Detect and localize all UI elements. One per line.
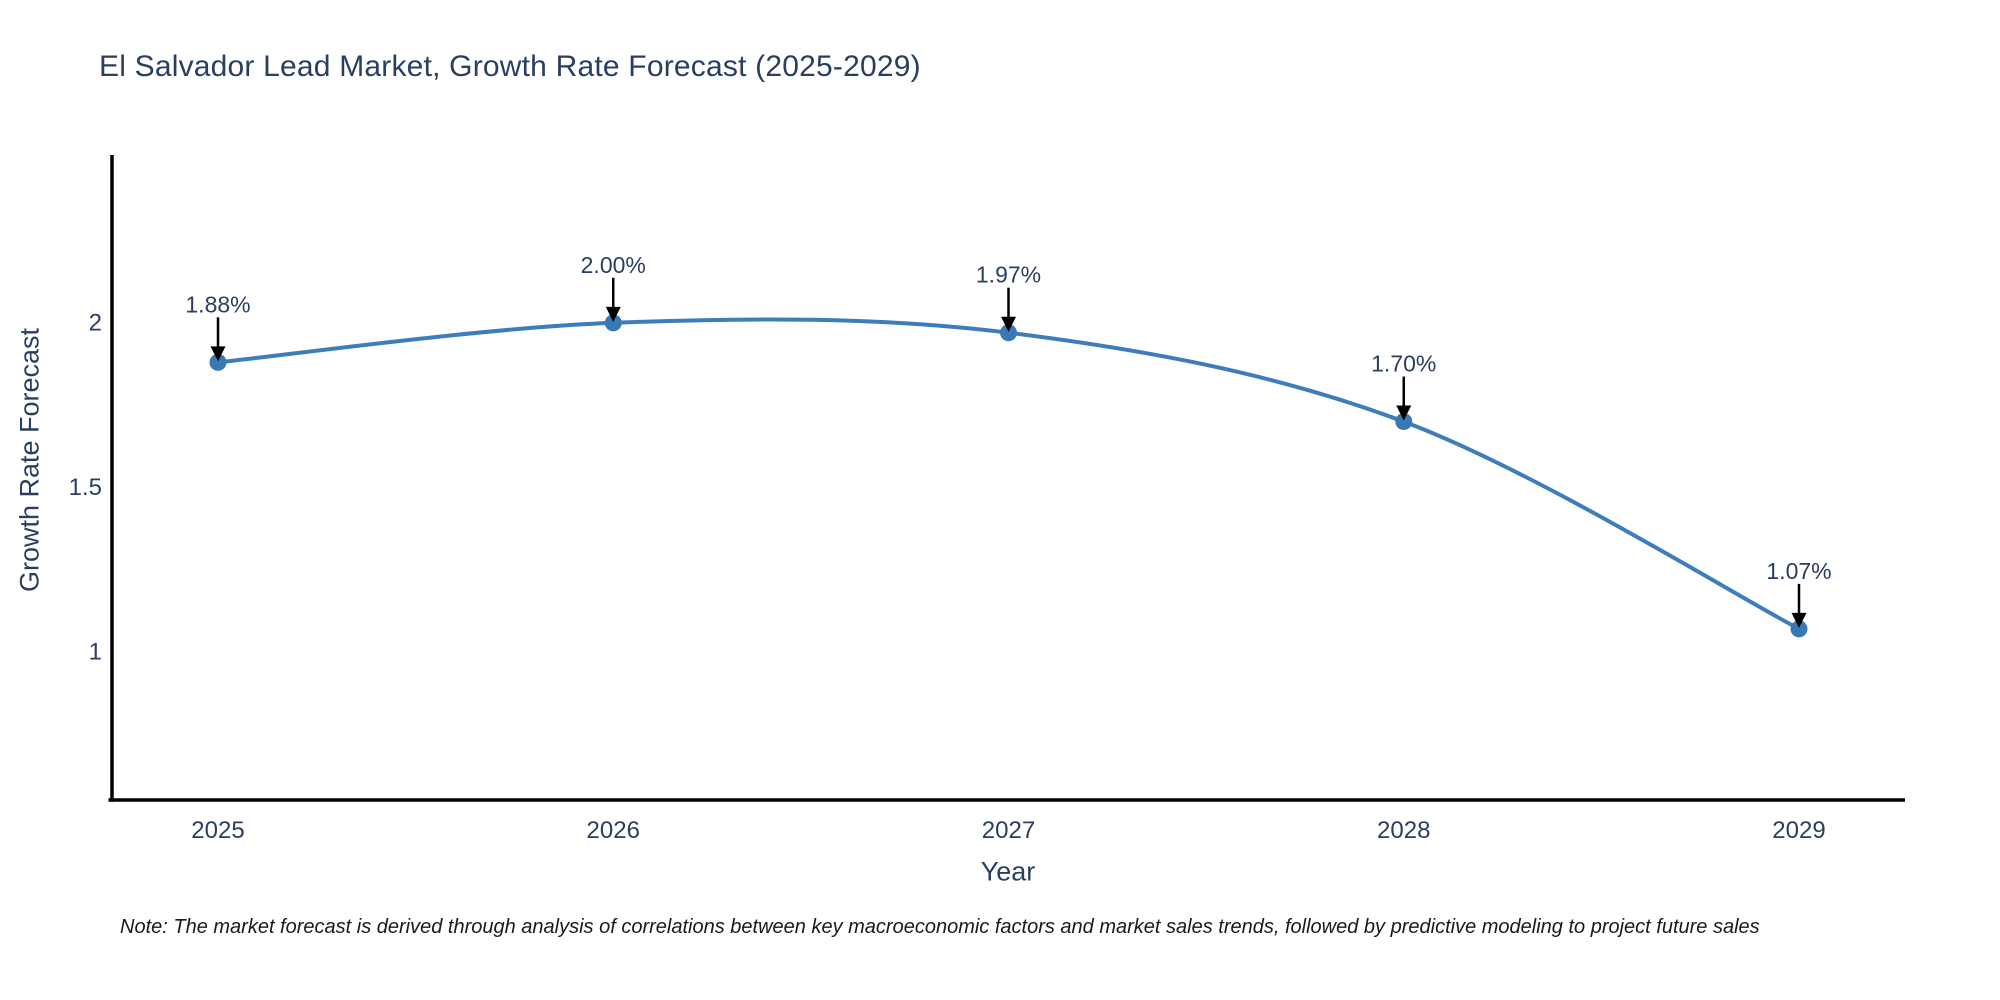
annotation-arrow-head: [210, 346, 226, 362]
chart-title: El Salvador Lead Market, Growth Rate For…: [99, 50, 921, 83]
annotation-arrow-head: [605, 306, 621, 322]
data-point-marker: [209, 353, 227, 371]
forecast-line: [216, 317, 1801, 631]
annotation-arrow-head: [1001, 316, 1016, 332]
annotation-label: 1.07%: [1766, 558, 1831, 584]
y-tick-label: 1.5: [69, 474, 102, 501]
x-tick-label: 2025: [191, 817, 244, 844]
x-tick-label: 2028: [1377, 817, 1430, 844]
y-axis-title: Growth Rate Forecast: [14, 327, 45, 593]
data-point-marker: [1790, 620, 1808, 638]
x-tick-label: 2029: [1772, 817, 1825, 844]
x-tick-label: 2027: [982, 817, 1035, 844]
data-point-marker: [1000, 324, 1017, 342]
annotation-label: 2.00%: [581, 252, 646, 278]
annotation-label: 1.70%: [1371, 351, 1436, 377]
footnote: Note: The market forecast is derived thr…: [120, 916, 1760, 938]
annotation-arrow-head: [1791, 612, 1807, 628]
x-tick-label: 2026: [587, 817, 640, 844]
annotation-label: 1.97%: [976, 262, 1041, 288]
y-tick-label: 1: [89, 638, 102, 665]
annotation-label: 1.88%: [185, 291, 250, 317]
data-point-marker: [1395, 413, 1413, 431]
y-tick-label: 2: [89, 309, 102, 336]
x-axis-title: Year: [980, 856, 1036, 887]
data-point-marker: [604, 314, 622, 332]
annotation-arrow-head: [1396, 405, 1412, 421]
